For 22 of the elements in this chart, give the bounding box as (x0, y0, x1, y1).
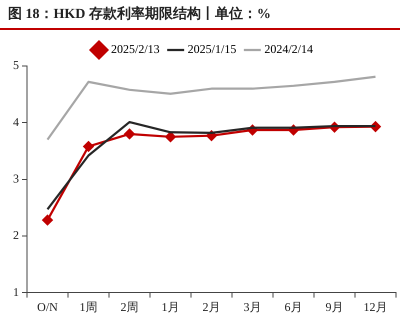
x-tick-label: 6月 (284, 300, 302, 314)
x-tick-label: 1周 (80, 300, 98, 314)
y-tick-label: 1 (13, 284, 19, 299)
y-tick-label: 3 (13, 171, 19, 186)
point (42, 214, 53, 226)
y-tick-label: 4 (13, 114, 19, 129)
chart-title: 图 18：HKD 存款利率期限结构丨单位：% (0, 0, 400, 30)
y-tick-label: 2 (13, 228, 19, 242)
y-tick-label: 5 (13, 58, 19, 72)
point (165, 131, 176, 142)
legend-label: 2024/2/14 (264, 42, 314, 56)
point (83, 140, 94, 152)
legend-label: 2025/2/13 (111, 42, 160, 56)
x-tick-label: 12月 (364, 300, 388, 314)
x-tick-label: 9月 (326, 300, 344, 314)
x-tick-label: 1月 (162, 300, 180, 314)
x-tick-label: 2月 (202, 300, 220, 314)
point (124, 128, 135, 140)
x-tick-label: 3月 (244, 300, 262, 314)
x-tick-label: 2周 (120, 300, 138, 314)
legend-label: 2025/1/15 (188, 42, 236, 56)
x-tick-label: O/N (37, 300, 58, 314)
